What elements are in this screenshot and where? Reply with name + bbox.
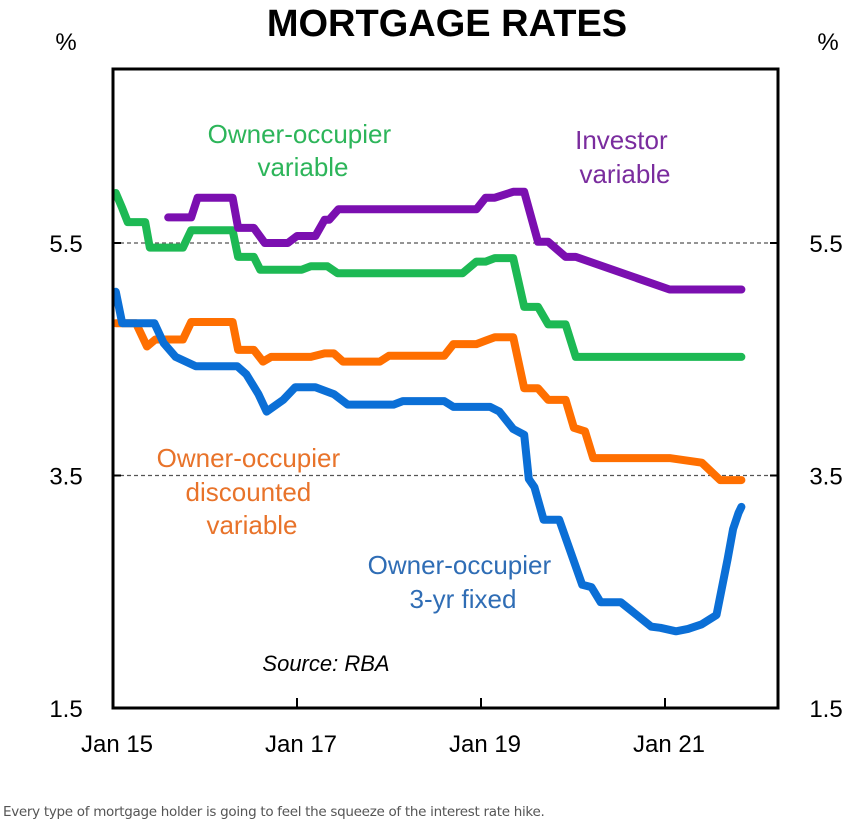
y-tick-label-right: 3.5 [809,464,842,491]
y-tick-label-right: 1.5 [809,696,842,723]
y-tick-label-left: 3.5 [49,464,82,491]
mortgage-rates-chart: MORTGAGE RATES % % Jan 15 Jan 17 Jan 19 Jan… [49,3,842,758]
image-caption: Every type of mortgage holder is going t… [3,804,545,820]
series-line-owner-occupier-variable [111,189,746,361]
label-line: variable [206,510,297,540]
y-tick-label-left: 5.5 [49,231,82,258]
y-tick-label-left: 1.5 [49,696,82,723]
label-investor-variable: Investor variable [575,125,675,189]
series-line-owner-occupier-discounted-variable [111,318,746,485]
source-note: Source: RBA [262,651,389,676]
label-line: Owner-occupier [208,119,392,149]
label-line: discounted [186,477,312,507]
label-owner-occupier-variable: Owner-occupier variable [208,119,399,182]
y-axis-unit-right: % [817,29,838,56]
chart-title: MORTGAGE RATES [267,3,627,45]
label-line: variable [257,152,348,182]
label-line: Investor [575,125,668,155]
x-tick-label: Jan 15 [81,731,153,758]
gridlines [113,242,778,477]
label-line: Owner-occupier [157,443,341,473]
x-tick-label: Jan 17 [265,731,337,758]
label-line: 3-yr fixed [410,584,517,614]
y-axis-ticks: 1.5 1.5 3.5 3.5 5.5 5.5 [49,231,842,723]
series-line-owner-occupier-3-yr-fixed [111,287,746,636]
x-tick-label: Jan 19 [449,731,521,758]
series-lines [111,187,746,636]
label-owner-occupier-3yr-fixed: Owner-occupier 3-yr fixed [368,550,559,614]
label-line: variable [579,159,670,189]
y-axis-unit-left: % [55,29,76,56]
y-tick-label-right: 5.5 [809,231,842,258]
plot-frame [111,67,780,710]
label-owner-occupier-discounted-variable: Owner-occupier discounted variable [157,443,348,540]
x-tick-label: Jan 21 [633,731,705,758]
series-line-investor-variable [164,187,746,294]
x-axis-ticks: Jan 15 Jan 17 Jan 19 Jan 21 [81,698,705,758]
label-line: Owner-occupier [368,550,552,580]
